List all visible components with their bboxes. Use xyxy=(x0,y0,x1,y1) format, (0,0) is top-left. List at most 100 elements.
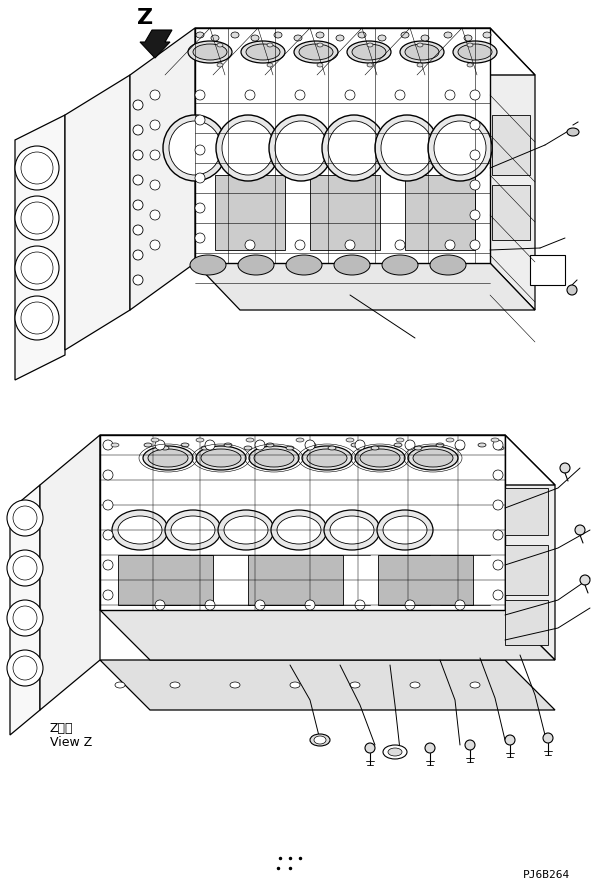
Ellipse shape xyxy=(150,180,160,190)
Polygon shape xyxy=(100,610,555,660)
Ellipse shape xyxy=(151,438,159,442)
Ellipse shape xyxy=(143,446,193,470)
Ellipse shape xyxy=(103,590,113,600)
Ellipse shape xyxy=(133,200,143,210)
Ellipse shape xyxy=(414,446,422,450)
Ellipse shape xyxy=(378,35,386,41)
Ellipse shape xyxy=(217,63,223,67)
Ellipse shape xyxy=(195,203,205,213)
Polygon shape xyxy=(490,28,535,310)
Ellipse shape xyxy=(355,440,365,450)
Ellipse shape xyxy=(190,255,226,275)
Ellipse shape xyxy=(381,121,433,175)
Ellipse shape xyxy=(383,516,427,544)
Polygon shape xyxy=(505,600,548,645)
Ellipse shape xyxy=(328,121,380,175)
Ellipse shape xyxy=(505,735,515,745)
Ellipse shape xyxy=(453,41,497,63)
Ellipse shape xyxy=(7,600,43,636)
Polygon shape xyxy=(215,175,285,250)
Ellipse shape xyxy=(470,210,480,220)
Ellipse shape xyxy=(7,500,43,536)
Ellipse shape xyxy=(458,44,492,60)
Polygon shape xyxy=(65,75,130,350)
Ellipse shape xyxy=(150,90,160,100)
Ellipse shape xyxy=(305,600,315,610)
Ellipse shape xyxy=(470,90,480,100)
Polygon shape xyxy=(405,175,475,250)
Ellipse shape xyxy=(405,440,415,450)
Ellipse shape xyxy=(103,500,113,510)
Ellipse shape xyxy=(246,44,280,60)
Ellipse shape xyxy=(307,449,347,467)
Ellipse shape xyxy=(317,43,323,47)
Ellipse shape xyxy=(193,44,227,60)
Ellipse shape xyxy=(21,252,53,284)
Ellipse shape xyxy=(224,443,232,447)
Ellipse shape xyxy=(170,682,180,688)
Polygon shape xyxy=(505,435,555,660)
Ellipse shape xyxy=(266,443,274,447)
Ellipse shape xyxy=(7,550,43,586)
Ellipse shape xyxy=(271,510,327,550)
Ellipse shape xyxy=(360,449,400,467)
Ellipse shape xyxy=(201,449,241,467)
Ellipse shape xyxy=(195,145,205,155)
Ellipse shape xyxy=(231,32,239,38)
Ellipse shape xyxy=(245,90,255,100)
Ellipse shape xyxy=(428,115,492,181)
Ellipse shape xyxy=(444,32,452,38)
Ellipse shape xyxy=(493,560,503,570)
Ellipse shape xyxy=(358,32,366,38)
Ellipse shape xyxy=(328,446,336,450)
Ellipse shape xyxy=(133,150,143,160)
Ellipse shape xyxy=(351,443,359,447)
Ellipse shape xyxy=(241,41,285,63)
Polygon shape xyxy=(530,255,565,285)
Ellipse shape xyxy=(455,600,465,610)
Ellipse shape xyxy=(133,175,143,185)
Ellipse shape xyxy=(430,255,466,275)
Ellipse shape xyxy=(382,255,418,275)
Polygon shape xyxy=(505,545,548,595)
Ellipse shape xyxy=(13,656,37,680)
Ellipse shape xyxy=(580,575,590,585)
Polygon shape xyxy=(248,555,343,605)
Ellipse shape xyxy=(421,35,429,41)
Polygon shape xyxy=(40,435,100,710)
Ellipse shape xyxy=(299,44,333,60)
Ellipse shape xyxy=(296,438,304,442)
Polygon shape xyxy=(100,435,555,485)
Ellipse shape xyxy=(195,115,205,125)
Ellipse shape xyxy=(254,449,294,467)
Ellipse shape xyxy=(302,446,352,470)
Ellipse shape xyxy=(277,516,321,544)
Ellipse shape xyxy=(286,446,294,450)
Ellipse shape xyxy=(377,510,433,550)
Ellipse shape xyxy=(21,202,53,234)
Ellipse shape xyxy=(205,440,215,450)
Ellipse shape xyxy=(467,43,473,47)
Ellipse shape xyxy=(290,682,300,688)
Ellipse shape xyxy=(295,240,305,250)
Ellipse shape xyxy=(15,146,59,190)
Text: Z: Z xyxy=(137,8,153,28)
Ellipse shape xyxy=(295,90,305,100)
Polygon shape xyxy=(195,263,535,310)
Ellipse shape xyxy=(245,240,255,250)
Ellipse shape xyxy=(269,115,333,181)
Ellipse shape xyxy=(171,516,215,544)
Ellipse shape xyxy=(346,438,354,442)
Ellipse shape xyxy=(15,196,59,240)
Ellipse shape xyxy=(150,150,160,160)
Ellipse shape xyxy=(396,438,404,442)
Ellipse shape xyxy=(383,745,407,759)
Ellipse shape xyxy=(161,446,169,450)
Ellipse shape xyxy=(491,438,499,442)
Ellipse shape xyxy=(305,440,315,450)
Ellipse shape xyxy=(317,63,323,67)
Ellipse shape xyxy=(347,41,391,63)
Ellipse shape xyxy=(470,150,480,160)
Ellipse shape xyxy=(456,446,464,450)
Ellipse shape xyxy=(251,35,259,41)
